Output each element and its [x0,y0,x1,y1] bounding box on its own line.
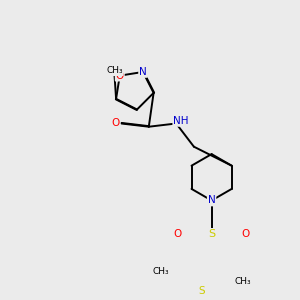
Text: O: O [241,229,250,239]
Text: N: N [208,196,215,206]
Text: O: O [116,70,124,81]
Text: O: O [174,229,182,239]
Text: CH₃: CH₃ [235,277,251,286]
Text: NH: NH [173,116,189,126]
Text: CH₃: CH₃ [106,66,123,75]
Text: S: S [199,286,205,296]
Text: CH₃: CH₃ [153,267,169,276]
Text: N: N [139,67,147,77]
Text: O: O [112,118,120,128]
Text: S: S [208,229,215,239]
